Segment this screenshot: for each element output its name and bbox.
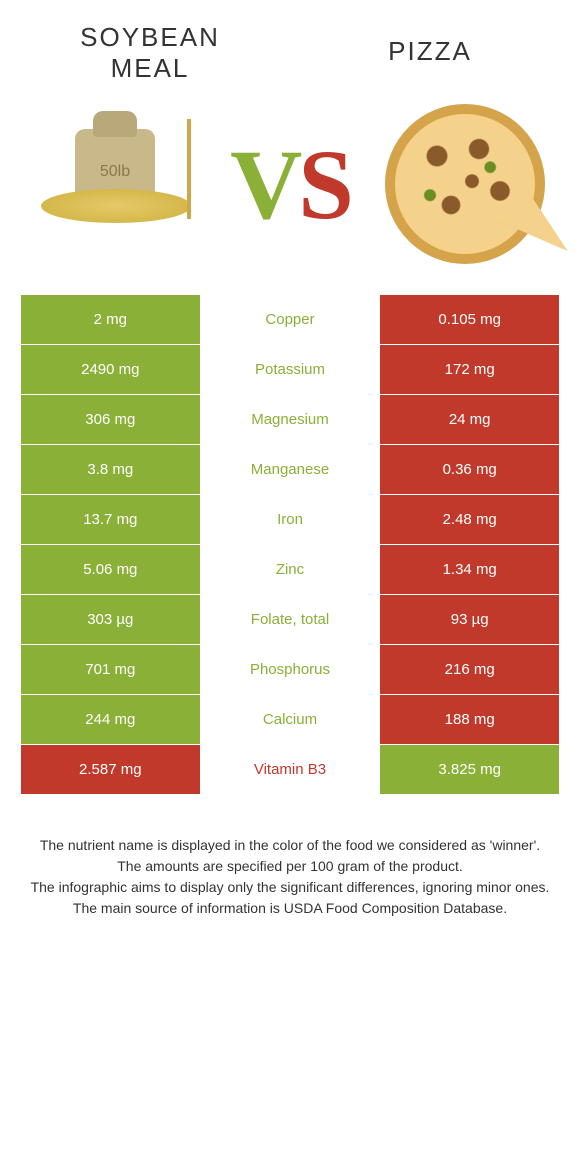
table-row: 2 mgCopper0.105 mg bbox=[21, 295, 560, 345]
images-row: VS bbox=[0, 94, 580, 294]
footer-line-4: The main source of information is USDA F… bbox=[30, 898, 550, 919]
left-value: 303 µg bbox=[21, 595, 201, 645]
nutrient-name: Phosphorus bbox=[200, 645, 380, 695]
nutrient-name: Vitamin B3 bbox=[200, 745, 380, 795]
table-row: 306 mgMagnesium24 mg bbox=[21, 395, 560, 445]
table-row: 244 mgCalcium188 mg bbox=[21, 695, 560, 745]
nutrient-name: Magnesium bbox=[200, 395, 380, 445]
right-value: 3.825 mg bbox=[380, 745, 560, 795]
header: Soybean meal Pizza bbox=[0, 0, 580, 94]
left-value: 2490 mg bbox=[21, 345, 201, 395]
table-row: 2.587 mgVitamin B33.825 mg bbox=[21, 745, 560, 795]
left-value: 306 mg bbox=[21, 395, 201, 445]
footer-line-2: The amounts are specified per 100 gram o… bbox=[30, 856, 550, 877]
nutrient-name: Iron bbox=[200, 495, 380, 545]
vs-v: V bbox=[230, 129, 298, 240]
left-value: 2 mg bbox=[21, 295, 201, 345]
right-value: 172 mg bbox=[380, 345, 560, 395]
nutrient-table: 2 mgCopper0.105 mg2490 mgPotassium172 mg… bbox=[20, 294, 560, 795]
right-value: 93 µg bbox=[380, 595, 560, 645]
table-row: 2490 mgPotassium172 mg bbox=[21, 345, 560, 395]
left-value: 3.8 mg bbox=[21, 445, 201, 495]
table-row: 3.8 mgManganese0.36 mg bbox=[21, 445, 560, 495]
right-value: 0.105 mg bbox=[380, 295, 560, 345]
nutrient-name: Potassium bbox=[200, 345, 380, 395]
right-value: 0.36 mg bbox=[380, 445, 560, 495]
table-row: 5.06 mgZinc1.34 mg bbox=[21, 545, 560, 595]
right-value: 216 mg bbox=[380, 645, 560, 695]
right-value: 188 mg bbox=[380, 695, 560, 745]
nutrient-name: Folate, total bbox=[200, 595, 380, 645]
pizza-image bbox=[380, 104, 550, 264]
nutrient-name: Calcium bbox=[200, 695, 380, 745]
table-row: 701 mgPhosphorus216 mg bbox=[21, 645, 560, 695]
table-row: 303 µgFolate, total93 µg bbox=[21, 595, 560, 645]
food-title-left: Soybean meal bbox=[50, 22, 250, 84]
left-value: 2.587 mg bbox=[21, 745, 201, 795]
nutrient-name: Copper bbox=[200, 295, 380, 345]
left-value: 13.7 mg bbox=[21, 495, 201, 545]
footer-line-1: The nutrient name is displayed in the co… bbox=[30, 835, 550, 856]
left-value: 5.06 mg bbox=[21, 545, 201, 595]
right-value: 1.34 mg bbox=[380, 545, 560, 595]
food-title-right: Pizza bbox=[330, 22, 530, 67]
vs-s: S bbox=[298, 129, 350, 240]
nutrient-name: Manganese bbox=[200, 445, 380, 495]
nutrient-name: Zinc bbox=[200, 545, 380, 595]
table-row: 13.7 mgIron2.48 mg bbox=[21, 495, 560, 545]
left-value: 701 mg bbox=[21, 645, 201, 695]
soybean-meal-image bbox=[30, 104, 200, 264]
right-value: 2.48 mg bbox=[380, 495, 560, 545]
left-value: 244 mg bbox=[21, 695, 201, 745]
vs-label: VS bbox=[230, 127, 350, 242]
footer-line-3: The infographic aims to display only the… bbox=[30, 877, 550, 898]
right-value: 24 mg bbox=[380, 395, 560, 445]
footer-notes: The nutrient name is displayed in the co… bbox=[30, 835, 550, 919]
